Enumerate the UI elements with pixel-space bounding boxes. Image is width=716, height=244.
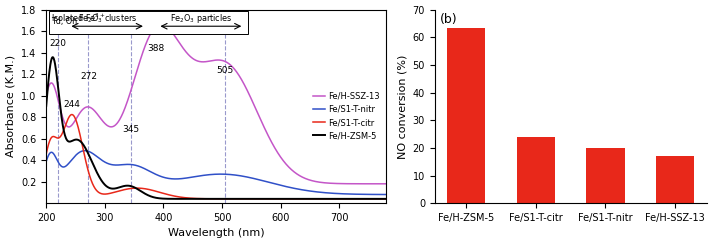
- Text: 244: 244: [64, 100, 80, 109]
- FancyBboxPatch shape: [49, 11, 248, 34]
- Fe/S1-T-nitr: [307, 190, 316, 193]
- Bar: [447, 28, 485, 203]
- Text: 345: 345: [122, 125, 140, 134]
- Fe/H-SSZ-13: [192, 59, 200, 62]
- Fe/H-ZSM-5: [276, 197, 284, 200]
- X-axis label: Wavelength (nm): Wavelength (nm): [168, 228, 264, 238]
- Bar: [517, 137, 555, 203]
- Text: Fe$_2$O$_3$ clusters: Fe$_2$O$_3$ clusters: [77, 12, 137, 25]
- Fe/H-SSZ-13: [307, 179, 316, 182]
- Fe/S1-T-citr: [77, 139, 85, 142]
- Text: (a): (a): [52, 12, 69, 25]
- Fe/H-ZSM-5: [77, 141, 85, 143]
- Fe/S1-T-nitr: [276, 184, 284, 187]
- Legend: Fe/H-SSZ-13, Fe/S1-T-nitr, Fe/S1-T-citr, Fe/H-ZSM-5: Fe/H-SSZ-13, Fe/S1-T-nitr, Fe/S1-T-citr,…: [311, 90, 382, 142]
- Fe/H-ZSM-5: [314, 197, 322, 200]
- Fe/S1-T-citr: [67, 113, 76, 116]
- Text: 388: 388: [147, 44, 165, 52]
- Fe/H-SSZ-13: [382, 182, 390, 185]
- Fe/H-SSZ-13: [180, 48, 188, 51]
- Bar: [656, 156, 695, 203]
- Fe/S1-T-nitr: [77, 150, 85, 153]
- Fe/H-ZSM-5: [308, 197, 316, 200]
- Y-axis label: Absorbance (K.M.): Absorbance (K.M.): [6, 55, 16, 157]
- Fe/H-SSZ-13: [314, 180, 322, 183]
- Text: 272: 272: [80, 71, 97, 81]
- Fe/H-ZSM-5: [382, 197, 390, 200]
- Fe/H-SSZ-13: [276, 154, 284, 157]
- Fe/S1-T-citr: [382, 197, 390, 200]
- Text: Isolated Fe$^{3+}$: Isolated Fe$^{3+}$: [51, 11, 105, 24]
- Fe/H-SSZ-13: [77, 110, 85, 113]
- Fe/S1-T-nitr: [314, 191, 322, 193]
- Fe/H-SSZ-13: [157, 23, 165, 26]
- Fe/S1-T-nitr: [382, 193, 390, 196]
- Fe/S1-T-citr: [332, 197, 340, 200]
- Fe/S1-T-citr: [276, 197, 284, 200]
- Text: (b): (b): [440, 13, 458, 26]
- Fe/S1-T-citr: [307, 197, 316, 200]
- Fe/S1-T-nitr: [180, 177, 188, 180]
- Fe/H-ZSM-5: [192, 197, 200, 200]
- Line: Fe/H-SSZ-13: Fe/H-SSZ-13: [47, 24, 386, 184]
- Text: 505: 505: [216, 66, 233, 75]
- Fe/S1-T-nitr: [81, 149, 90, 152]
- Y-axis label: NO conversion (%): NO conversion (%): [397, 54, 407, 159]
- Fe/H-ZSM-5: [42, 105, 51, 108]
- Fe/H-ZSM-5: [233, 197, 241, 200]
- Fe/S1-T-citr: [180, 196, 188, 199]
- Fe/H-SSZ-13: [42, 94, 51, 97]
- Fe/S1-T-nitr: [192, 175, 200, 178]
- Line: Fe/S1-T-citr: Fe/S1-T-citr: [47, 114, 386, 199]
- Fe/S1-T-citr: [192, 197, 200, 200]
- Bar: [586, 148, 624, 203]
- Fe/H-ZSM-5: [49, 56, 57, 59]
- Line: Fe/S1-T-nitr: Fe/S1-T-nitr: [47, 151, 386, 194]
- Fe/S1-T-citr: [42, 153, 51, 156]
- Fe/S1-T-citr: [314, 197, 322, 200]
- Fe/H-ZSM-5: [180, 197, 188, 200]
- Text: Fe$_2$O$_3$ particles: Fe$_2$O$_3$ particles: [170, 12, 232, 25]
- Line: Fe/H-ZSM-5: Fe/H-ZSM-5: [47, 57, 386, 199]
- Fe/S1-T-nitr: [42, 160, 51, 163]
- Text: 220: 220: [49, 39, 67, 48]
- Text: Td, Oh: Td, Oh: [51, 17, 77, 26]
